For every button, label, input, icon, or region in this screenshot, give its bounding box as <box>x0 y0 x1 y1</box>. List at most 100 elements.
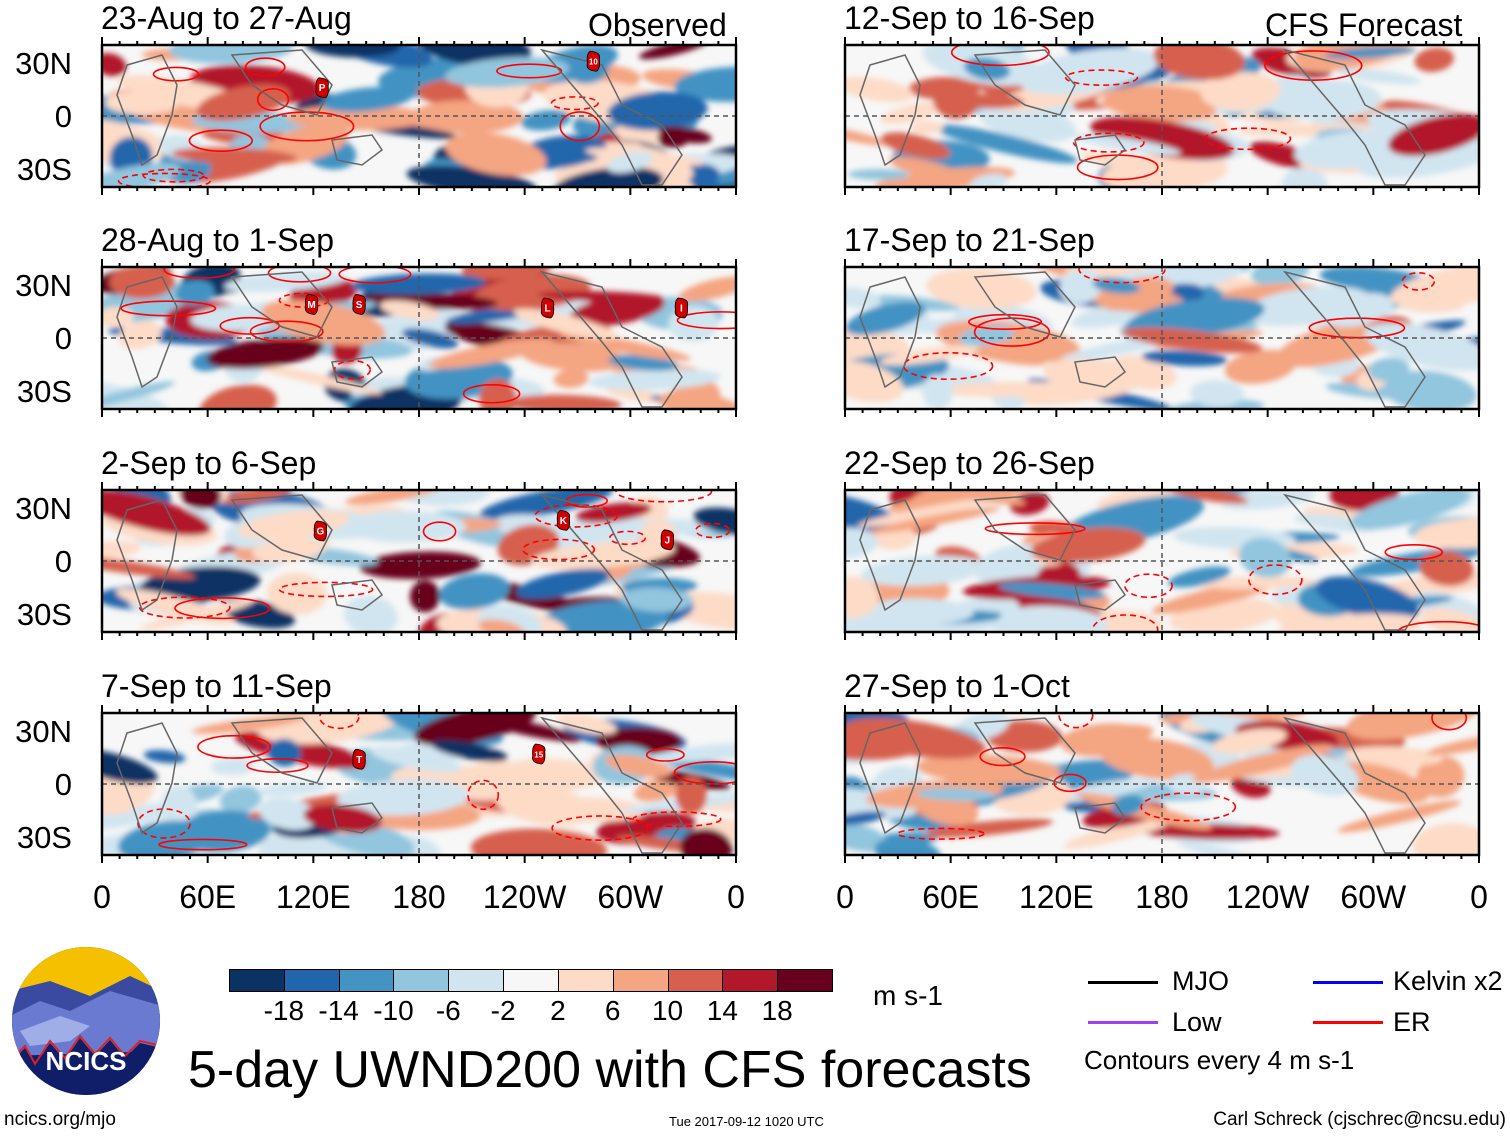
er-contour <box>550 96 599 111</box>
wind-anomaly-blob <box>1261 79 1382 120</box>
wind-anomaly-blob <box>869 598 974 624</box>
wind-anomaly-blob <box>531 540 676 570</box>
wind-anomaly-blob <box>638 45 709 60</box>
coastline <box>331 134 384 166</box>
wind-anomaly-blob <box>879 344 980 366</box>
wind-anomaly-blob <box>1294 130 1422 169</box>
lat-label: 30N <box>15 714 72 749</box>
er-contour <box>1140 792 1237 822</box>
coastline <box>116 499 178 612</box>
map-panel <box>843 705 1481 863</box>
er-contour <box>896 827 985 840</box>
coastline <box>973 49 1076 116</box>
wind-anomaly-blob <box>196 84 290 121</box>
er-contour <box>676 311 736 330</box>
wind-anomaly-blob <box>351 273 487 295</box>
wind-anomaly-blob <box>1190 379 1245 407</box>
wind-anomaly-blob <box>537 290 665 302</box>
er-contour <box>244 57 286 77</box>
contour-note: Contours every 4 m s-1 <box>1084 1045 1355 1075</box>
wind-anomaly-blob <box>161 785 198 827</box>
lon-label: 120E <box>275 879 351 915</box>
er-contour <box>1053 773 1087 793</box>
coastline <box>230 494 333 561</box>
wind-anomaly-blob <box>693 507 736 535</box>
wind-anomaly-blob <box>1040 760 1136 788</box>
coastline <box>1282 716 1426 854</box>
storm-marker: M <box>304 294 319 315</box>
wind-anomaly-blob <box>868 507 1000 534</box>
logo-text: NCICS <box>46 1046 127 1076</box>
wind-anomaly-blob <box>1251 267 1310 287</box>
er-contour <box>1204 127 1292 151</box>
wind-anomaly-blob <box>910 121 944 134</box>
wind-anomaly-blob <box>607 91 708 131</box>
wind-anomaly-blob <box>1192 744 1334 783</box>
colorbar-label: 14 <box>706 995 738 1026</box>
lon-label: 0 <box>1470 879 1488 915</box>
er-contour <box>979 746 1026 767</box>
storm-label: T <box>356 755 362 766</box>
map-panel <box>843 259 1481 417</box>
coastline <box>116 276 178 389</box>
coastline <box>331 356 384 388</box>
coastline <box>539 48 683 186</box>
panel-title: 23-Aug to 27-Aug <box>101 0 352 36</box>
wind-anomaly-blob <box>470 828 608 855</box>
er-contour <box>1308 317 1406 339</box>
colorbar-swatch <box>557 969 614 992</box>
er-contour <box>673 761 736 785</box>
wind-anomaly-blob <box>845 326 910 364</box>
wind-anomaly-blob <box>168 45 294 64</box>
wind-anomaly-blob <box>553 369 589 388</box>
wind-anomaly-blob <box>861 555 986 586</box>
wind-anomaly-blob <box>1337 800 1462 833</box>
lat-label: 0 <box>54 99 72 134</box>
coastline <box>230 717 333 784</box>
wind-anomaly-blob <box>1329 490 1400 511</box>
wind-anomaly-blob <box>438 573 510 610</box>
colorbar-swatch <box>229 969 285 992</box>
er-contour <box>1384 544 1444 561</box>
er-contour <box>138 596 231 619</box>
panel-title: 28-Aug to 1-Sep <box>101 222 335 258</box>
storm-marker: 10 <box>586 50 601 72</box>
storm-marker: T <box>352 748 366 770</box>
er-contour <box>968 313 1043 330</box>
wind-anomaly-blob <box>102 555 196 579</box>
wind-anomaly-blob <box>958 325 1014 347</box>
wind-anomaly-blob <box>1122 327 1263 354</box>
lat-label: 30S <box>16 597 72 632</box>
lat-label: 30S <box>16 374 72 409</box>
wind-anomaly-blob <box>675 776 707 815</box>
coastline <box>230 271 333 338</box>
wind-anomaly-blob <box>521 109 572 131</box>
storm-label: 10 <box>589 58 598 67</box>
wind-anomaly-blob <box>620 587 694 613</box>
wind-anomaly-blob <box>359 551 481 580</box>
wind-anomaly-blob <box>657 756 736 785</box>
footer-url[interactable]: ncics.org/mjo <box>4 1109 116 1130</box>
wind-anomaly-blob <box>679 276 736 302</box>
colorbar-label: -14 <box>318 995 359 1026</box>
lat-label: 0 <box>54 321 72 356</box>
wind-anomaly-blob <box>674 66 736 102</box>
coastline <box>1074 134 1127 166</box>
coastline <box>539 716 683 854</box>
storm-label: I <box>680 303 683 314</box>
er-contour <box>174 597 271 620</box>
legend-label-low: Low <box>1172 1007 1222 1037</box>
er-contour <box>117 172 212 187</box>
storm-marker: S <box>352 294 366 315</box>
wind-anomaly-blob <box>556 714 617 735</box>
wind-anomaly-blob <box>1364 322 1479 371</box>
panel-title: 27-Sep to 1-Oct <box>844 668 1070 704</box>
wind-anomaly-blob <box>1220 490 1315 510</box>
wind-anomaly-blob <box>1168 566 1231 588</box>
wind-anomaly-blob <box>409 580 440 613</box>
wind-anomaly-blob <box>916 788 995 801</box>
wind-anomaly-blob <box>569 294 665 327</box>
footer-author: Carl Schreck (cjschrec@ncsu.edu) <box>1213 1109 1506 1130</box>
